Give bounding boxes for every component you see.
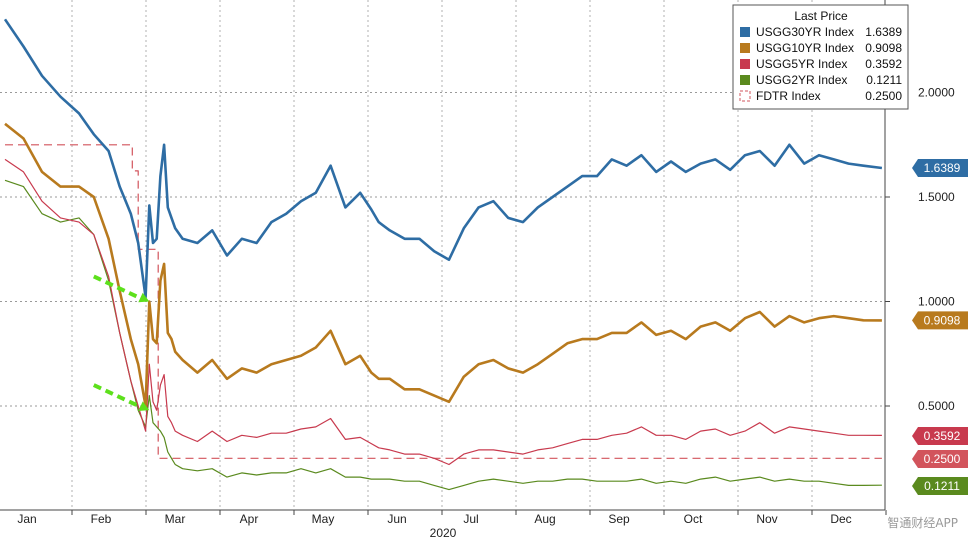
y-tick-label: 0.5000 <box>918 399 955 413</box>
series-line-fdtr-index <box>5 144 882 459</box>
x-tick-label: Jul <box>463 512 478 526</box>
year-label: 2020 <box>430 526 457 540</box>
x-tick-label: Feb <box>91 512 112 526</box>
y-axis-ticks: 0.5000 1.0000 1.5000 2.0000 <box>885 86 955 413</box>
legend-swatch <box>740 75 750 85</box>
last-price-tag-bg <box>912 477 968 495</box>
legend-value: 1.6389 <box>865 25 902 39</box>
series-layer <box>3 18 883 491</box>
last-price-tag: 0.2500 <box>912 450 968 468</box>
legend-value: 0.1211 <box>866 73 902 87</box>
y-tick-label: 2.0000 <box>918 86 955 100</box>
legend-swatch <box>740 43 750 53</box>
x-tick-label: Mar <box>165 512 186 526</box>
last-price-tag-text: 0.3592 <box>924 429 961 443</box>
x-tick-label: Jun <box>387 512 406 526</box>
legend-value: 0.2500 <box>865 89 902 103</box>
last-price-tag-text: 1.6389 <box>924 161 961 175</box>
last-price-tags: 1.6389 0.9098 0.3592 0.2500 0.1211 <box>912 158 968 495</box>
last-price-tag: 0.3592 <box>912 427 968 445</box>
legend-swatch <box>739 90 751 102</box>
annotation-arrow-head <box>138 401 150 411</box>
last-price-tag-text: 0.9098 <box>924 313 961 327</box>
series-line-usgg2yr-index <box>4 179 882 491</box>
x-tick-label: Aug <box>534 512 555 526</box>
x-tick-label: Sep <box>608 512 630 526</box>
x-tick-label: May <box>312 512 335 526</box>
x-tick-label: Oct <box>684 512 703 526</box>
legend-label: USGG5YR Index <box>756 57 847 71</box>
last-price-tag-bg <box>912 311 968 330</box>
last-price-tag: 1.6389 <box>912 158 968 177</box>
annotation-arrow <box>92 274 145 302</box>
legend-value: 0.3592 <box>865 57 902 71</box>
last-price-tag: 0.9098 <box>912 311 968 330</box>
x-tick-label: Dec <box>830 512 851 526</box>
last-price-tag: 0.1211 <box>912 477 968 495</box>
legend-value: 0.9098 <box>865 41 902 55</box>
gridlines <box>0 0 885 510</box>
annotation-arrow-head <box>138 292 150 303</box>
legend: Last Price USGG30YR Index 1.6389 USGG10YR … <box>732 4 909 110</box>
x-tick-label: Jan <box>17 512 36 526</box>
y-tick-label: 1.5000 <box>918 190 955 204</box>
watermark: 智通财经APP <box>887 515 958 530</box>
series-line-usgg30yr-index <box>3 18 883 299</box>
legend-label: FDTR Index <box>756 89 821 103</box>
legend-label: USGG30YR Index <box>756 25 854 39</box>
legend-swatch <box>740 27 750 37</box>
x-tick-label: Apr <box>240 512 259 526</box>
x-axis-ticks: Jan Feb Mar Apr May Jun Jul Aug Sep Oct Nov Dec <box>17 510 887 526</box>
last-price-tag-text: 0.1211 <box>924 479 960 493</box>
y-tick-label: 1.0000 <box>918 295 955 309</box>
series-line-usgg5yr-index <box>4 158 882 466</box>
last-price-tag-bg <box>912 427 968 445</box>
legend-title: Last Price <box>794 9 848 23</box>
series-line-usgg10yr-index <box>4 122 882 408</box>
x-tick-label: Nov <box>756 512 777 526</box>
legend-swatch <box>740 59 750 69</box>
last-price-tag-bg <box>912 158 968 177</box>
legend-label: USGG10YR Index <box>756 41 854 55</box>
annotation-arrows <box>92 274 150 411</box>
last-price-tag-bg <box>912 450 968 468</box>
annotation-arrow <box>92 383 145 410</box>
legend-label: USGG2YR Index <box>756 73 847 87</box>
last-price-tag-text: 0.2500 <box>924 452 961 466</box>
legend-box <box>732 4 909 110</box>
